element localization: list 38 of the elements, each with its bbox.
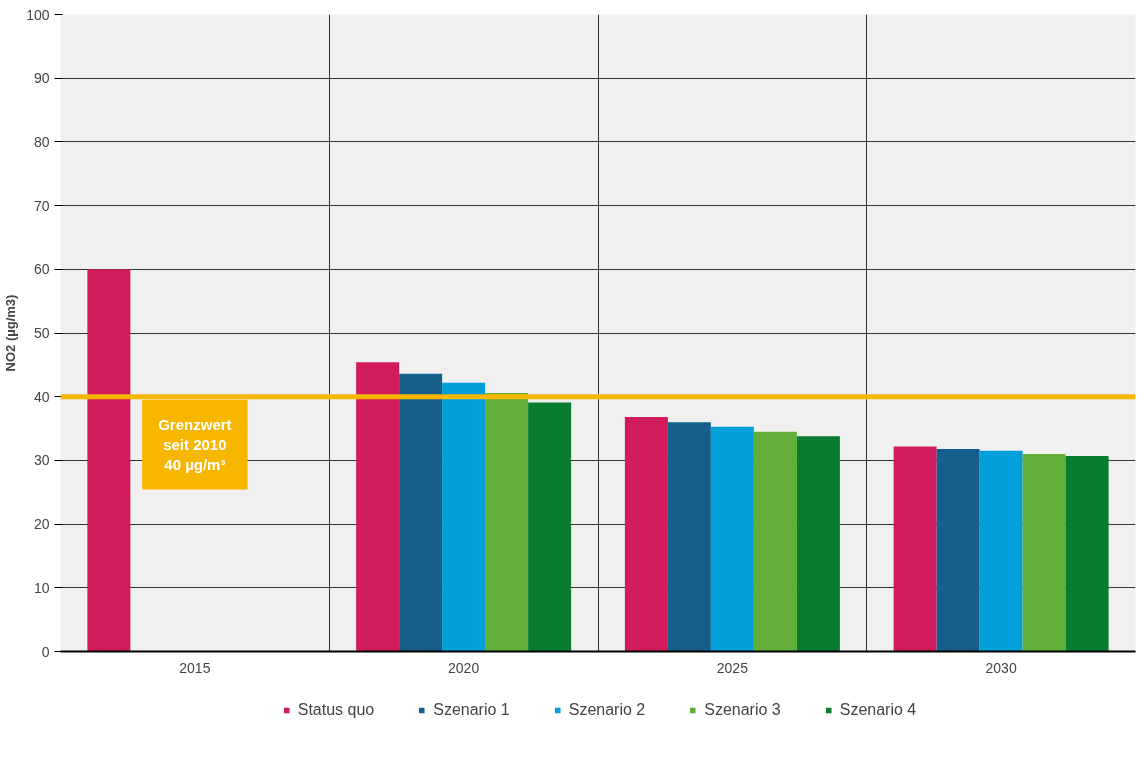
- y-tick-label: 70: [33, 197, 50, 214]
- bar: [624, 417, 668, 652]
- x-tick-label: 2015: [179, 659, 211, 676]
- bar: [667, 422, 711, 652]
- bar: [979, 450, 1023, 652]
- bar: [87, 269, 131, 652]
- y-axis-title: NO2 (µg/m3): [3, 294, 19, 372]
- y-tick-label: 10: [33, 579, 50, 596]
- bar: [1065, 455, 1109, 652]
- bar: [936, 448, 980, 652]
- legend-label: Szenario 4: [839, 701, 917, 719]
- bar: [710, 426, 754, 652]
- bar: [356, 362, 400, 652]
- y-tick-label: 40: [33, 388, 50, 405]
- bar: [442, 382, 486, 652]
- x-tick-label: 2025: [716, 659, 749, 676]
- bar: [485, 392, 529, 652]
- ref-line-label: Grenzwert seit 2010 40 µg/m³: [158, 415, 232, 474]
- legend-label: Szenario 2: [568, 701, 646, 719]
- y-tick-label: 60: [33, 261, 50, 278]
- bar: [893, 446, 937, 652]
- y-tick-label: 90: [33, 70, 50, 87]
- legend-label: Status quo: [297, 701, 375, 719]
- y-tick-label: 30: [33, 452, 50, 469]
- y-tick-label: 0: [41, 643, 50, 660]
- bar: [1022, 454, 1066, 652]
- y-tick-label: 80: [33, 133, 50, 150]
- legend-label: Szenario 1: [433, 701, 510, 719]
- bar: [796, 436, 840, 652]
- x-tick-label: 2020: [448, 659, 480, 676]
- bar: [528, 402, 572, 652]
- bar: [399, 373, 443, 652]
- legend-label: Szenario 3: [704, 701, 781, 719]
- y-tick-label: 100: [26, 6, 50, 23]
- y-tick-label: 20: [33, 516, 50, 533]
- bar: [753, 431, 797, 652]
- x-tick-label: 2030: [985, 659, 1017, 676]
- y-tick-label: 50: [33, 325, 50, 341]
